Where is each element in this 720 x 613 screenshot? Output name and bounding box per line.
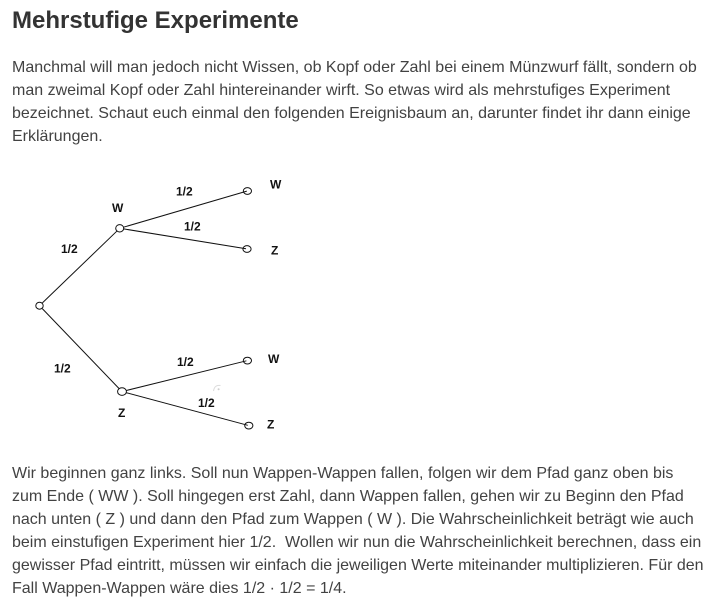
svg-text:Z: Z — [267, 418, 274, 432]
svg-text:1/2: 1/2 — [176, 185, 193, 199]
svg-text:W: W — [270, 178, 282, 192]
svg-text:1/2: 1/2 — [177, 355, 194, 369]
svg-text:W: W — [268, 352, 280, 366]
svg-text:1/2: 1/2 — [198, 396, 215, 410]
svg-text:W: W — [112, 201, 124, 215]
svg-text:Z: Z — [118, 406, 125, 420]
svg-text:1/2: 1/2 — [54, 362, 71, 376]
svg-text:1/2: 1/2 — [184, 220, 201, 234]
svg-text:Z: Z — [271, 244, 278, 258]
svg-text:1/2: 1/2 — [61, 242, 78, 256]
